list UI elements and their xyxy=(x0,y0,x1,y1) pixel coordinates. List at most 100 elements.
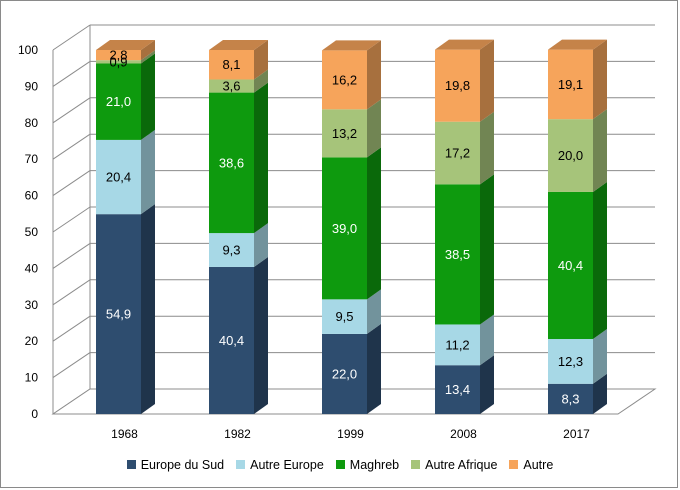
bar-segment xyxy=(96,63,141,140)
bar-segment-side xyxy=(141,50,155,64)
gridline-side xyxy=(52,97,91,124)
data-label: 22,0 xyxy=(332,366,357,381)
data-label: 38,5 xyxy=(445,247,470,262)
data-label: 40,4 xyxy=(558,258,583,273)
bar-segment xyxy=(548,339,593,384)
bar-column: 8,3 12,3 40,4 20,0 19,1 xyxy=(548,39,607,414)
bar-segment-side xyxy=(367,40,381,110)
gridline-side xyxy=(52,60,91,87)
legend-label: Autre Afrique xyxy=(425,458,498,472)
data-label: 13,2 xyxy=(332,126,357,141)
data-label: 39,0 xyxy=(332,221,357,236)
x-tick-label: 1982 xyxy=(224,427,251,441)
data-label: 54,9 xyxy=(106,307,131,322)
x-tick-label: 1999 xyxy=(337,427,364,441)
bar-segment-side xyxy=(367,289,381,334)
bar-top xyxy=(209,40,268,50)
bar-top xyxy=(435,39,494,50)
y-tick-label: 40 xyxy=(25,261,39,275)
bar-segment xyxy=(435,365,480,414)
legend-item: Autre xyxy=(509,458,553,472)
legend-item: Autre Europe xyxy=(236,458,324,472)
bar-column: 40,4 9,3 38,6 3,6 8,1 xyxy=(209,40,268,414)
bar-segment xyxy=(209,233,254,267)
bar-column: 22,0 9,5 39,0 13,2 16,2 xyxy=(322,40,381,414)
bar-segment-side xyxy=(480,39,494,122)
bar-segment-side xyxy=(254,223,268,267)
x-tick-label: 1968 xyxy=(111,427,138,441)
legend-item: Autre Afrique xyxy=(411,458,497,472)
bar-segment-side xyxy=(254,256,268,414)
legend-swatch xyxy=(509,460,519,469)
bar-segment-side xyxy=(254,69,268,93)
legend-item: Maghreb xyxy=(335,458,399,472)
data-label: 3,6 xyxy=(222,79,240,94)
bar-segment xyxy=(209,50,254,80)
bar-segment xyxy=(548,119,593,192)
chart-legend: Europe du Sud Autre Europe Maghreb Autre Af… xyxy=(0,458,680,472)
data-label: 40,4 xyxy=(219,333,244,348)
bar-top xyxy=(548,39,607,50)
bar-segment xyxy=(322,50,367,110)
bar-segment xyxy=(209,92,254,234)
bar-segment xyxy=(548,383,593,414)
x-tick-label: 2008 xyxy=(450,427,477,441)
y-tick-label: 30 xyxy=(25,298,39,312)
data-label: 20,4 xyxy=(106,170,131,185)
data-label: 16,2 xyxy=(332,72,357,87)
legend-swatch xyxy=(236,460,246,469)
bar-segment-side xyxy=(141,129,155,215)
bar-segment-side xyxy=(480,111,494,185)
gridline-side xyxy=(52,279,91,306)
bar-segment-side xyxy=(141,204,155,414)
gridline-side xyxy=(52,315,91,342)
gridline-side xyxy=(52,133,91,160)
bar-segment-side xyxy=(593,329,607,384)
data-label: 13,4 xyxy=(445,382,470,397)
bar-segment xyxy=(209,79,254,93)
y-tick-label: 80 xyxy=(25,116,39,130)
bar-top xyxy=(96,40,155,50)
data-label: 8,1 xyxy=(222,57,240,72)
data-label: 8,3 xyxy=(561,391,579,406)
data-label: 21,0 xyxy=(106,94,131,109)
bar-column: 54,9 20,4 21,0 0,92,8 xyxy=(96,40,155,414)
bar-column: 13,4 11,2 38,5 17,2 19,8 xyxy=(435,39,494,414)
data-label: 9,3 xyxy=(222,243,240,258)
legend-label: Europe du Sud xyxy=(140,458,225,472)
bar-segment-side xyxy=(480,355,494,414)
gridline-side xyxy=(52,170,91,197)
bar-segment-side xyxy=(480,314,494,366)
bar-segment-side xyxy=(593,109,607,192)
bar-segment xyxy=(548,191,593,340)
data-label: 11,2 xyxy=(445,337,469,352)
bar-segment xyxy=(96,139,141,215)
gridline-side xyxy=(52,352,91,379)
bar-segment xyxy=(322,333,367,414)
data-label: 17,2 xyxy=(445,146,470,161)
bar-segment-side xyxy=(141,53,155,140)
y-tick-label: 60 xyxy=(25,189,39,203)
gridline-side xyxy=(52,206,91,233)
y-tick-label: 90 xyxy=(25,79,39,93)
y-tick-label: 0 xyxy=(31,407,38,421)
bar-segment xyxy=(96,214,141,414)
bar-segment xyxy=(96,60,141,64)
data-label: 9,5 xyxy=(335,309,353,324)
bar-segment xyxy=(435,49,480,122)
bar-segment xyxy=(322,299,367,334)
y-tick-label: 70 xyxy=(25,152,39,166)
y-tick-label: 10 xyxy=(25,371,39,385)
stacked-bar-chart: 0 10 20 30 40 50 60 70 80 90 100 54,9 20,4 21,0 0,92,8… xyxy=(18,24,657,441)
legend-item: Europe du Sud xyxy=(126,458,225,472)
y-tick-label: 20 xyxy=(25,334,39,348)
bar-segment-side xyxy=(254,40,268,80)
legend-swatch xyxy=(335,460,345,469)
legend-label: Autre Europe xyxy=(250,458,324,472)
bar-segment-side xyxy=(593,39,607,120)
bar-segment-side xyxy=(367,323,381,414)
y-tick-label: 100 xyxy=(18,43,38,57)
bar-segment xyxy=(322,109,367,158)
bar-segment xyxy=(435,324,480,366)
